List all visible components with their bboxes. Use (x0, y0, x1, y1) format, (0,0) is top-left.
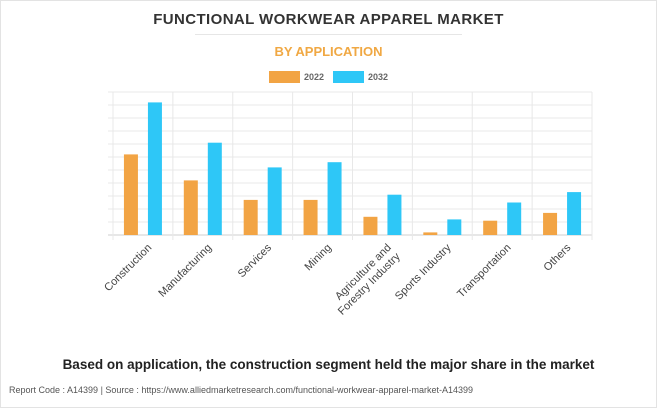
bar-2032-4 (387, 194, 402, 235)
bar-2022-5 (423, 232, 438, 235)
bar-2032-0 (147, 102, 162, 236)
x-tick-label: Others (542, 242, 574, 274)
legend-item-2032[interactable]: 2032 (333, 71, 388, 83)
legend-label-2032: 2032 (368, 72, 389, 82)
legend-swatch-2032 (333, 71, 364, 83)
legend: 2022 2032 (0, 71, 657, 83)
legend-swatch-2022 (268, 71, 300, 83)
x-tick-label-line: Construction (102, 242, 154, 294)
x-tick-label-line: Others (542, 242, 574, 274)
x-tick-label: Manufacturing (156, 242, 214, 300)
bar-2022-0 (123, 154, 138, 235)
bar-2022-6 (483, 220, 498, 235)
x-tick-label-line: Mining (303, 242, 334, 273)
title-divider (195, 34, 462, 35)
x-tick-label-line: Sports Industry (393, 242, 454, 303)
chart-caption: Based on application, the construction s… (62, 357, 595, 372)
x-tick-label: Agriculture andForestry Industry (327, 242, 403, 318)
bar-2022-2 (243, 199, 258, 235)
x-tick-label: Services (236, 242, 275, 281)
bar-2022-1 (183, 180, 198, 235)
x-tick-label-line: Services (236, 242, 275, 281)
chart-title: FUNCTIONAL WORKWEAR APPAREL MARKET (153, 11, 504, 28)
bar-2032-7 (567, 192, 582, 235)
x-tick-label-line: Manufacturing (156, 242, 214, 300)
x-tick-label-line: Transportation (455, 242, 513, 300)
x-tick-label: Mining (303, 242, 334, 273)
bar-2032-3 (327, 162, 342, 235)
bar-2022-3 (303, 199, 318, 235)
bar-2032-2 (267, 167, 282, 235)
bar-2022-7 (543, 212, 558, 235)
legend-label-2022: 2022 (303, 72, 324, 82)
x-tick-label: Transportation (455, 242, 513, 300)
bar-2032-1 (207, 142, 222, 235)
source-footer: Report Code : A14399 | Source : https://… (9, 385, 474, 395)
bar-2022-4 (363, 216, 378, 235)
x-tick-label: Construction (102, 242, 154, 294)
bar-2032-5 (447, 219, 462, 235)
bar-2032-6 (507, 202, 522, 235)
x-tick-label: Sports Industry (393, 242, 454, 303)
legend-item-2022[interactable]: 2022 (268, 71, 324, 83)
chart-subtitle: BY APPLICATION (274, 44, 383, 59)
